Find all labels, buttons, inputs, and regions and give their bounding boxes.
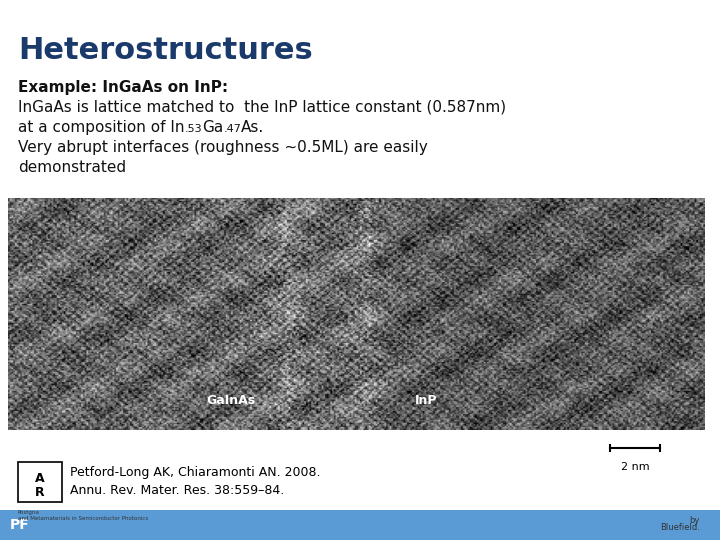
Text: Bluefield.: Bluefield. xyxy=(660,523,700,532)
Bar xyxy=(0,510,720,540)
Text: Petford-Long AK, Chiaramonti AN. 2008.: Petford-Long AK, Chiaramonti AN. 2008. xyxy=(70,466,320,479)
Text: GaInAs: GaInAs xyxy=(207,394,256,407)
Text: Ga: Ga xyxy=(202,120,223,135)
Text: InGaAs is lattice matched to  the InP lattice constant (0.587nm): InGaAs is lattice matched to the InP lat… xyxy=(18,100,506,115)
Text: at a composition of In: at a composition of In xyxy=(18,120,184,135)
Text: 2 nm: 2 nm xyxy=(621,462,649,472)
Text: A: A xyxy=(35,472,45,485)
Bar xyxy=(18,462,62,502)
Text: R: R xyxy=(35,486,45,499)
Text: Very abrupt interfaces (roughness ~0.5ML) are easily: Very abrupt interfaces (roughness ~0.5ML… xyxy=(18,140,428,155)
Text: PF: PF xyxy=(10,518,30,532)
Text: Heterostructures: Heterostructures xyxy=(18,36,312,65)
Text: Annu. Rev. Mater. Res. 38:559–84.: Annu. Rev. Mater. Res. 38:559–84. xyxy=(70,484,284,497)
Text: Example: InGaAs on InP:: Example: InGaAs on InP: xyxy=(18,80,228,95)
Text: .47: .47 xyxy=(223,124,241,134)
Text: InP: InP xyxy=(415,394,438,407)
Text: Postgna
and Metamaterials in Semiconductor Photonics: Postgna and Metamaterials in Semiconduct… xyxy=(18,510,148,521)
Text: by: by xyxy=(690,516,700,525)
Text: .53: .53 xyxy=(184,124,202,134)
Text: demonstrated: demonstrated xyxy=(18,160,126,175)
Text: As.: As. xyxy=(241,120,264,135)
